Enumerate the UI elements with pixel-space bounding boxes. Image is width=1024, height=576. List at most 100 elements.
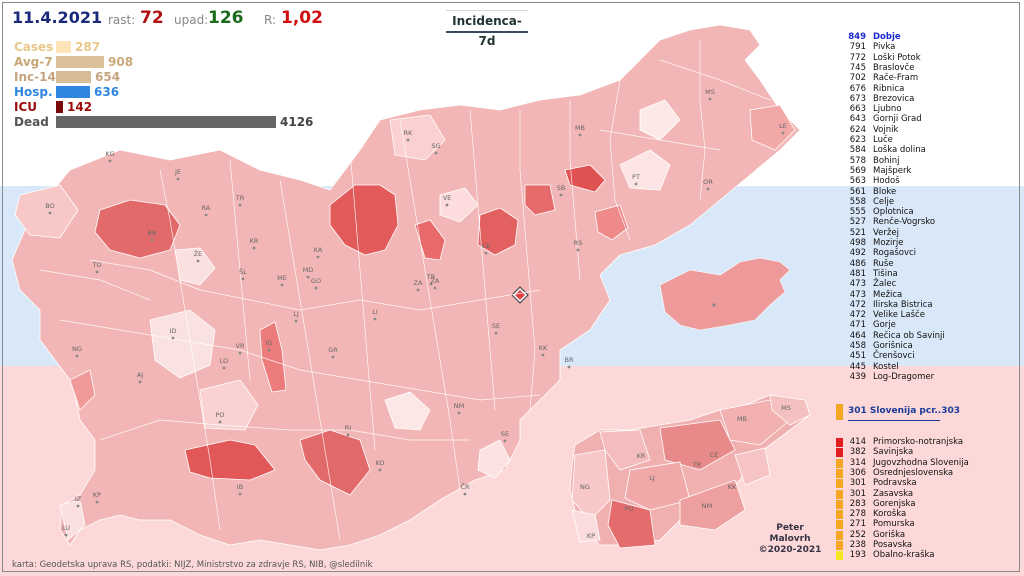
- author-copyright: ©2020-2021: [758, 545, 822, 555]
- region-swatch: [836, 438, 843, 447]
- map-label: OR: [703, 178, 713, 186]
- municipality-name: Ilirska Bistrica: [873, 299, 933, 310]
- municipality-ribnica: [184, 439, 276, 481]
- map-dot: [48, 211, 52, 215]
- region-value: 238: [849, 540, 866, 550]
- region-map-label: MB: [737, 415, 747, 423]
- municipality-le: [749, 104, 796, 151]
- region-savinjska: [659, 419, 736, 471]
- map-label: AJ: [137, 371, 143, 379]
- municipality-value: 673: [849, 93, 866, 104]
- municipality-bo: [14, 184, 79, 239]
- map-dot: [171, 336, 175, 340]
- region-map-label: TR: [692, 461, 702, 469]
- map-label: ŽA: [431, 276, 440, 285]
- map-label: SE: [501, 430, 509, 438]
- map-dot: [138, 380, 142, 384]
- municipality-braslovce: [414, 219, 446, 261]
- municipality-value: 623: [849, 135, 866, 145]
- map-label: ZA: [414, 279, 423, 287]
- region-jugovzhodna: [679, 479, 746, 531]
- municipality-value: 643: [849, 114, 866, 125]
- map-dot: [457, 411, 461, 415]
- municipality-value: 663: [849, 104, 866, 115]
- region-value: 252: [849, 529, 866, 540]
- municipality-name: Žalec: [873, 279, 897, 290]
- municipality-lu: [59, 499, 86, 541]
- map-label: KO: [375, 459, 384, 467]
- municipality-name: Pivka: [873, 42, 896, 53]
- region-swatch: [836, 479, 843, 489]
- region-name: Obalno-kraška: [873, 550, 935, 561]
- municipality-value: 702: [849, 73, 866, 84]
- municipality-name: Hodoš: [873, 176, 900, 187]
- stat-label: Dead: [14, 115, 49, 129]
- stat-bar: [56, 41, 71, 53]
- stat-bar: [56, 86, 90, 98]
- map-label: LJ: [293, 310, 299, 318]
- municipality-value: 481: [849, 268, 866, 279]
- map-dot: [252, 246, 256, 250]
- region-value: 271: [849, 519, 866, 530]
- map-label: RI: [345, 424, 352, 432]
- map-label: KK: [539, 344, 548, 352]
- region-name: Primorsko-notranjska: [873, 437, 964, 447]
- map-label: BR: [565, 356, 574, 364]
- municipality-value: 624: [849, 124, 866, 135]
- region-swatch: [836, 510, 843, 520]
- map-dot: [95, 270, 99, 274]
- map-label: BO: [45, 202, 54, 210]
- map-dot: [238, 203, 242, 207]
- map-label: LU: [62, 524, 70, 532]
- municipality-id: [149, 309, 216, 379]
- municipality-value: 498: [849, 238, 866, 248]
- region-swatch: [836, 489, 843, 499]
- map-label: KP: [93, 491, 101, 499]
- region-name: Koroška: [873, 509, 907, 520]
- map-label: BB: [148, 229, 157, 237]
- municipality-name: Gorje: [873, 320, 896, 331]
- map-label: TO: [91, 261, 101, 269]
- region-podravska: [719, 399, 791, 446]
- municipality-value: 472: [849, 310, 866, 321]
- map-dot: [294, 319, 298, 323]
- municipality-oplotnica: [594, 204, 629, 241]
- municipality-value: 584: [849, 145, 866, 156]
- map-dot: [241, 277, 245, 281]
- municipality-value: 445: [849, 361, 866, 372]
- municipality-name: Rečica ob Savinji: [873, 330, 945, 341]
- map-dot: [578, 133, 582, 137]
- municipality-name: Velike Lašče: [873, 310, 925, 321]
- map-dot: [559, 193, 563, 197]
- region-swatch: [836, 448, 843, 458]
- municipality-po: [199, 379, 259, 431]
- municipality-celje: [477, 207, 519, 256]
- map-label: NG: [72, 345, 82, 353]
- map-dot: [196, 259, 200, 263]
- map-dot: [331, 355, 335, 359]
- map-dot: [378, 468, 382, 472]
- map-label: CE: [482, 242, 491, 250]
- map-dot: [494, 331, 498, 335]
- municipality-value: 569: [849, 165, 866, 176]
- region-name: Osrednjeslovenska: [873, 467, 954, 478]
- inset-map-dot: [712, 303, 716, 307]
- map-title: Incidenca-7d: [446, 10, 528, 48]
- region-pomurska: [769, 394, 811, 426]
- map-label: ČR: [460, 482, 470, 491]
- map-label: TR: [426, 273, 436, 281]
- map-labels: KGJERABOTRBBŽEKRKATOŠLMEMDGOLJZATRLIIDVR…: [45, 88, 787, 537]
- region-osrednjeslovenska: [624, 461, 691, 511]
- map-label: MB: [575, 124, 585, 132]
- map-label: LO: [220, 357, 229, 365]
- map-dot: [634, 182, 638, 186]
- map-dot: [64, 533, 68, 537]
- slovenia-total: 301 Slovenija pcr..303: [836, 403, 960, 421]
- municipality-sb: [524, 184, 556, 216]
- region-name: Podravska: [873, 478, 917, 489]
- map-label: SB: [557, 184, 566, 192]
- map-label: SG: [431, 142, 440, 150]
- map-dot: [445, 203, 449, 207]
- region-value: 382: [849, 447, 866, 458]
